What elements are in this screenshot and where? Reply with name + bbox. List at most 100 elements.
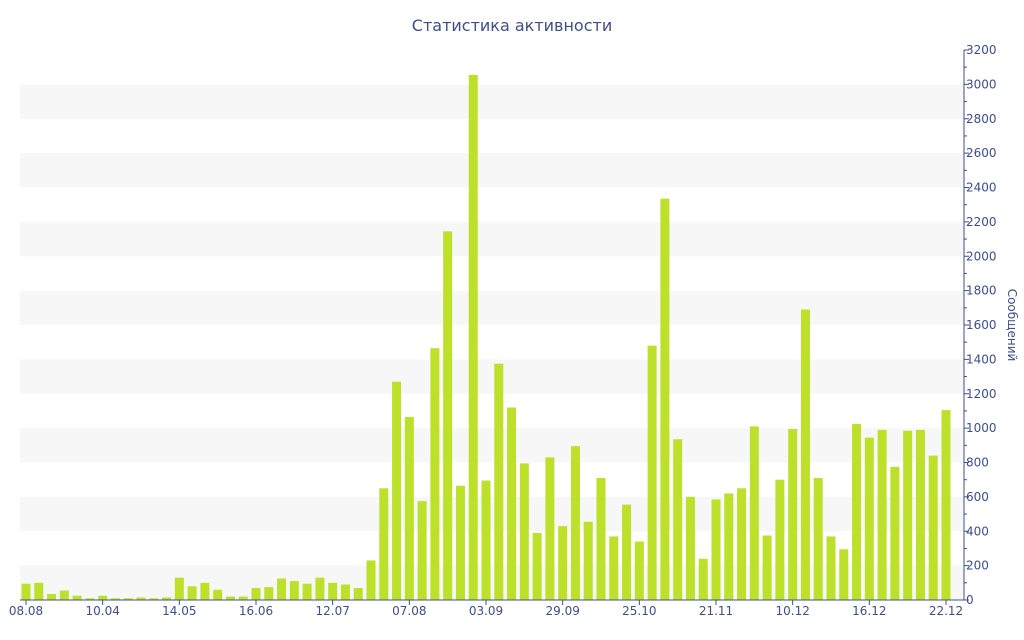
- bar: [660, 198, 670, 600]
- y-tick-label: 1600: [966, 318, 997, 332]
- bar: [609, 536, 619, 600]
- bar: [724, 493, 734, 600]
- bar: [123, 598, 133, 600]
- bar: [852, 423, 862, 600]
- x-tick-label: 07.08: [392, 604, 426, 618]
- x-tick-label: 03.09: [469, 604, 503, 618]
- y-tick-label: 2600: [966, 146, 997, 160]
- grid-band: [20, 221, 964, 257]
- bar: [558, 526, 568, 600]
- bar: [826, 536, 836, 600]
- bar: [34, 582, 44, 600]
- bar: [519, 463, 529, 600]
- grid-band: [20, 359, 964, 394]
- bar: [315, 577, 325, 600]
- bar: [289, 581, 299, 600]
- x-tick-label: 25.10: [622, 604, 656, 618]
- x-tick-label: 16.06: [239, 604, 273, 618]
- grid-band: [20, 84, 964, 119]
- bar: [174, 577, 184, 600]
- bar: [340, 584, 350, 600]
- bar: [379, 488, 389, 600]
- bar: [775, 479, 785, 600]
- bar: [302, 583, 312, 600]
- bar: [47, 593, 57, 600]
- bar: [685, 496, 695, 600]
- bar: [634, 541, 644, 600]
- x-tick-label: 22.12: [929, 604, 963, 618]
- bar: [877, 429, 887, 600]
- bar: [698, 558, 708, 600]
- y-tick-label: 400: [966, 524, 989, 538]
- bar: [813, 477, 823, 600]
- bar: [494, 363, 504, 600]
- bar: [353, 587, 363, 600]
- bar: [941, 410, 951, 600]
- bar: [404, 416, 414, 600]
- bar: [915, 429, 925, 600]
- bar: [366, 560, 376, 600]
- bar: [213, 589, 223, 600]
- bar: [622, 504, 632, 600]
- y-tick-label: 2800: [966, 112, 997, 126]
- bar: [545, 457, 555, 600]
- bar: [443, 231, 453, 600]
- bar: [647, 345, 657, 600]
- y-tick-label: 1800: [966, 284, 997, 298]
- bar: [507, 407, 517, 600]
- bar: [903, 430, 913, 600]
- y-tick-label: 2200: [966, 215, 997, 229]
- x-tick-label: 21.11: [699, 604, 733, 618]
- y-tick-label: 1200: [966, 387, 997, 401]
- y-tick-label: 2400: [966, 181, 997, 195]
- bar: [583, 521, 593, 600]
- bar: [711, 499, 721, 600]
- x-tick-label: 10.12: [775, 604, 809, 618]
- bar: [864, 437, 874, 600]
- bar: [417, 501, 427, 600]
- x-tick-label: 16.12: [852, 604, 886, 618]
- y-tick-label: 2000: [966, 249, 997, 263]
- x-tick-label: 10.04: [85, 604, 119, 618]
- bar: [277, 578, 287, 600]
- y-tick-label: 0: [966, 593, 974, 607]
- bar: [800, 309, 810, 600]
- bar: [762, 535, 772, 600]
- y-tick-label: 200: [966, 559, 989, 573]
- bar: [749, 426, 759, 600]
- y-tick-label: 3200: [966, 43, 997, 57]
- bar: [110, 598, 120, 600]
- bar: [839, 549, 849, 600]
- y-tick-label: 1400: [966, 352, 997, 366]
- bar: [264, 587, 274, 600]
- bar: [596, 477, 606, 600]
- x-axis: 08.08 10.04 14.05 16.06 12.07 07.08 03.09 29.09…: [9, 599, 964, 618]
- bar: [251, 587, 261, 600]
- bar: [890, 466, 900, 600]
- bar: [225, 596, 235, 600]
- bar: [136, 597, 146, 600]
- y-tick-label: 3000: [966, 77, 997, 91]
- bar: [72, 595, 82, 600]
- bar: [59, 590, 69, 600]
- x-tick-label: 14.05: [162, 604, 196, 618]
- bar: [85, 598, 95, 600]
- bar: [481, 480, 491, 600]
- x-tick-label: 12.07: [315, 604, 349, 618]
- bar: [468, 74, 478, 600]
- y-tick-label: 1000: [966, 421, 997, 435]
- x-tick-label: 08.08: [9, 604, 43, 618]
- y-axis-title: Сообщений: [1005, 289, 1019, 362]
- bar: [570, 446, 580, 600]
- bar: [98, 595, 108, 600]
- y-tick-label: 600: [966, 490, 989, 504]
- bar: [737, 488, 747, 600]
- bar: [392, 381, 402, 600]
- bar: [200, 582, 210, 600]
- y-axis: 0 200 400 600 800 1000 1200 1400 1600 1800 2000 220…: [963, 43, 997, 607]
- bar: [21, 583, 31, 600]
- y-tick-label: 800: [966, 456, 989, 470]
- bar: [187, 586, 197, 600]
- bars: [21, 74, 951, 600]
